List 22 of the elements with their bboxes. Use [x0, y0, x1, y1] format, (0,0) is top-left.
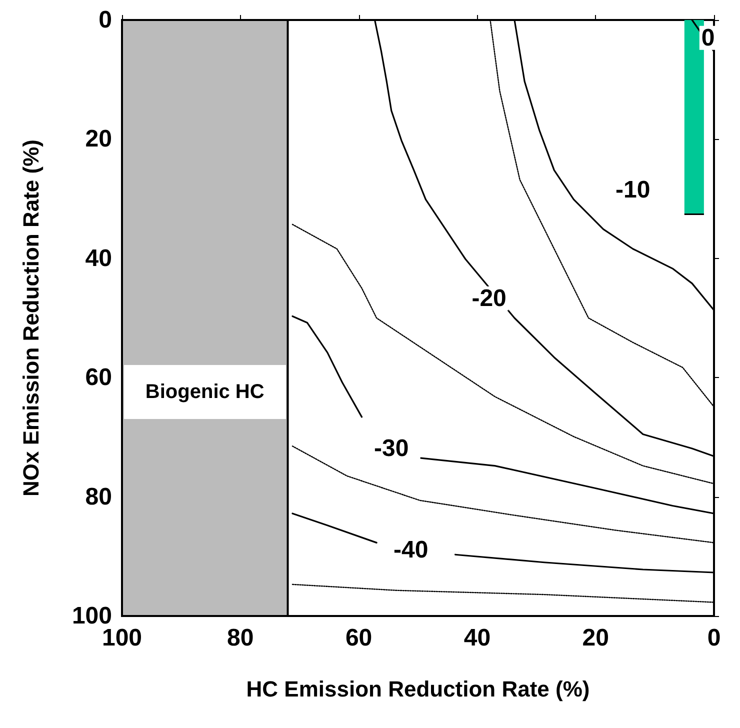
- annotation: 0: [701, 24, 715, 52]
- x-tick-label: 60: [345, 624, 372, 652]
- band-label: Biogenic HC: [124, 365, 286, 420]
- line-series: [514, 19, 715, 312]
- annotation: -20: [472, 284, 506, 312]
- y-tick-label: 20: [85, 126, 112, 153]
- x-tick-label: 40: [464, 624, 491, 652]
- annotation: -10: [616, 176, 650, 204]
- x-tick-label: 80: [227, 624, 254, 652]
- y-tick-label: 80: [85, 483, 112, 510]
- x-axis-title: HC Emission Reduction Rate (%): [246, 676, 590, 702]
- line-series: [292, 224, 715, 484]
- line-series: [374, 19, 715, 458]
- annotation: -30: [374, 435, 409, 462]
- line-series: [292, 584, 715, 603]
- annotation: -40: [394, 536, 428, 564]
- y-axis-title: NOx Emission Reduction Rate (%): [18, 140, 44, 496]
- y-tick-label: 0: [98, 6, 112, 34]
- y-tick-label: 60: [85, 364, 112, 392]
- y-tick-label: 40: [85, 244, 112, 272]
- x-tick-label: 20: [582, 624, 609, 652]
- x-tick-label: 0: [707, 624, 721, 652]
